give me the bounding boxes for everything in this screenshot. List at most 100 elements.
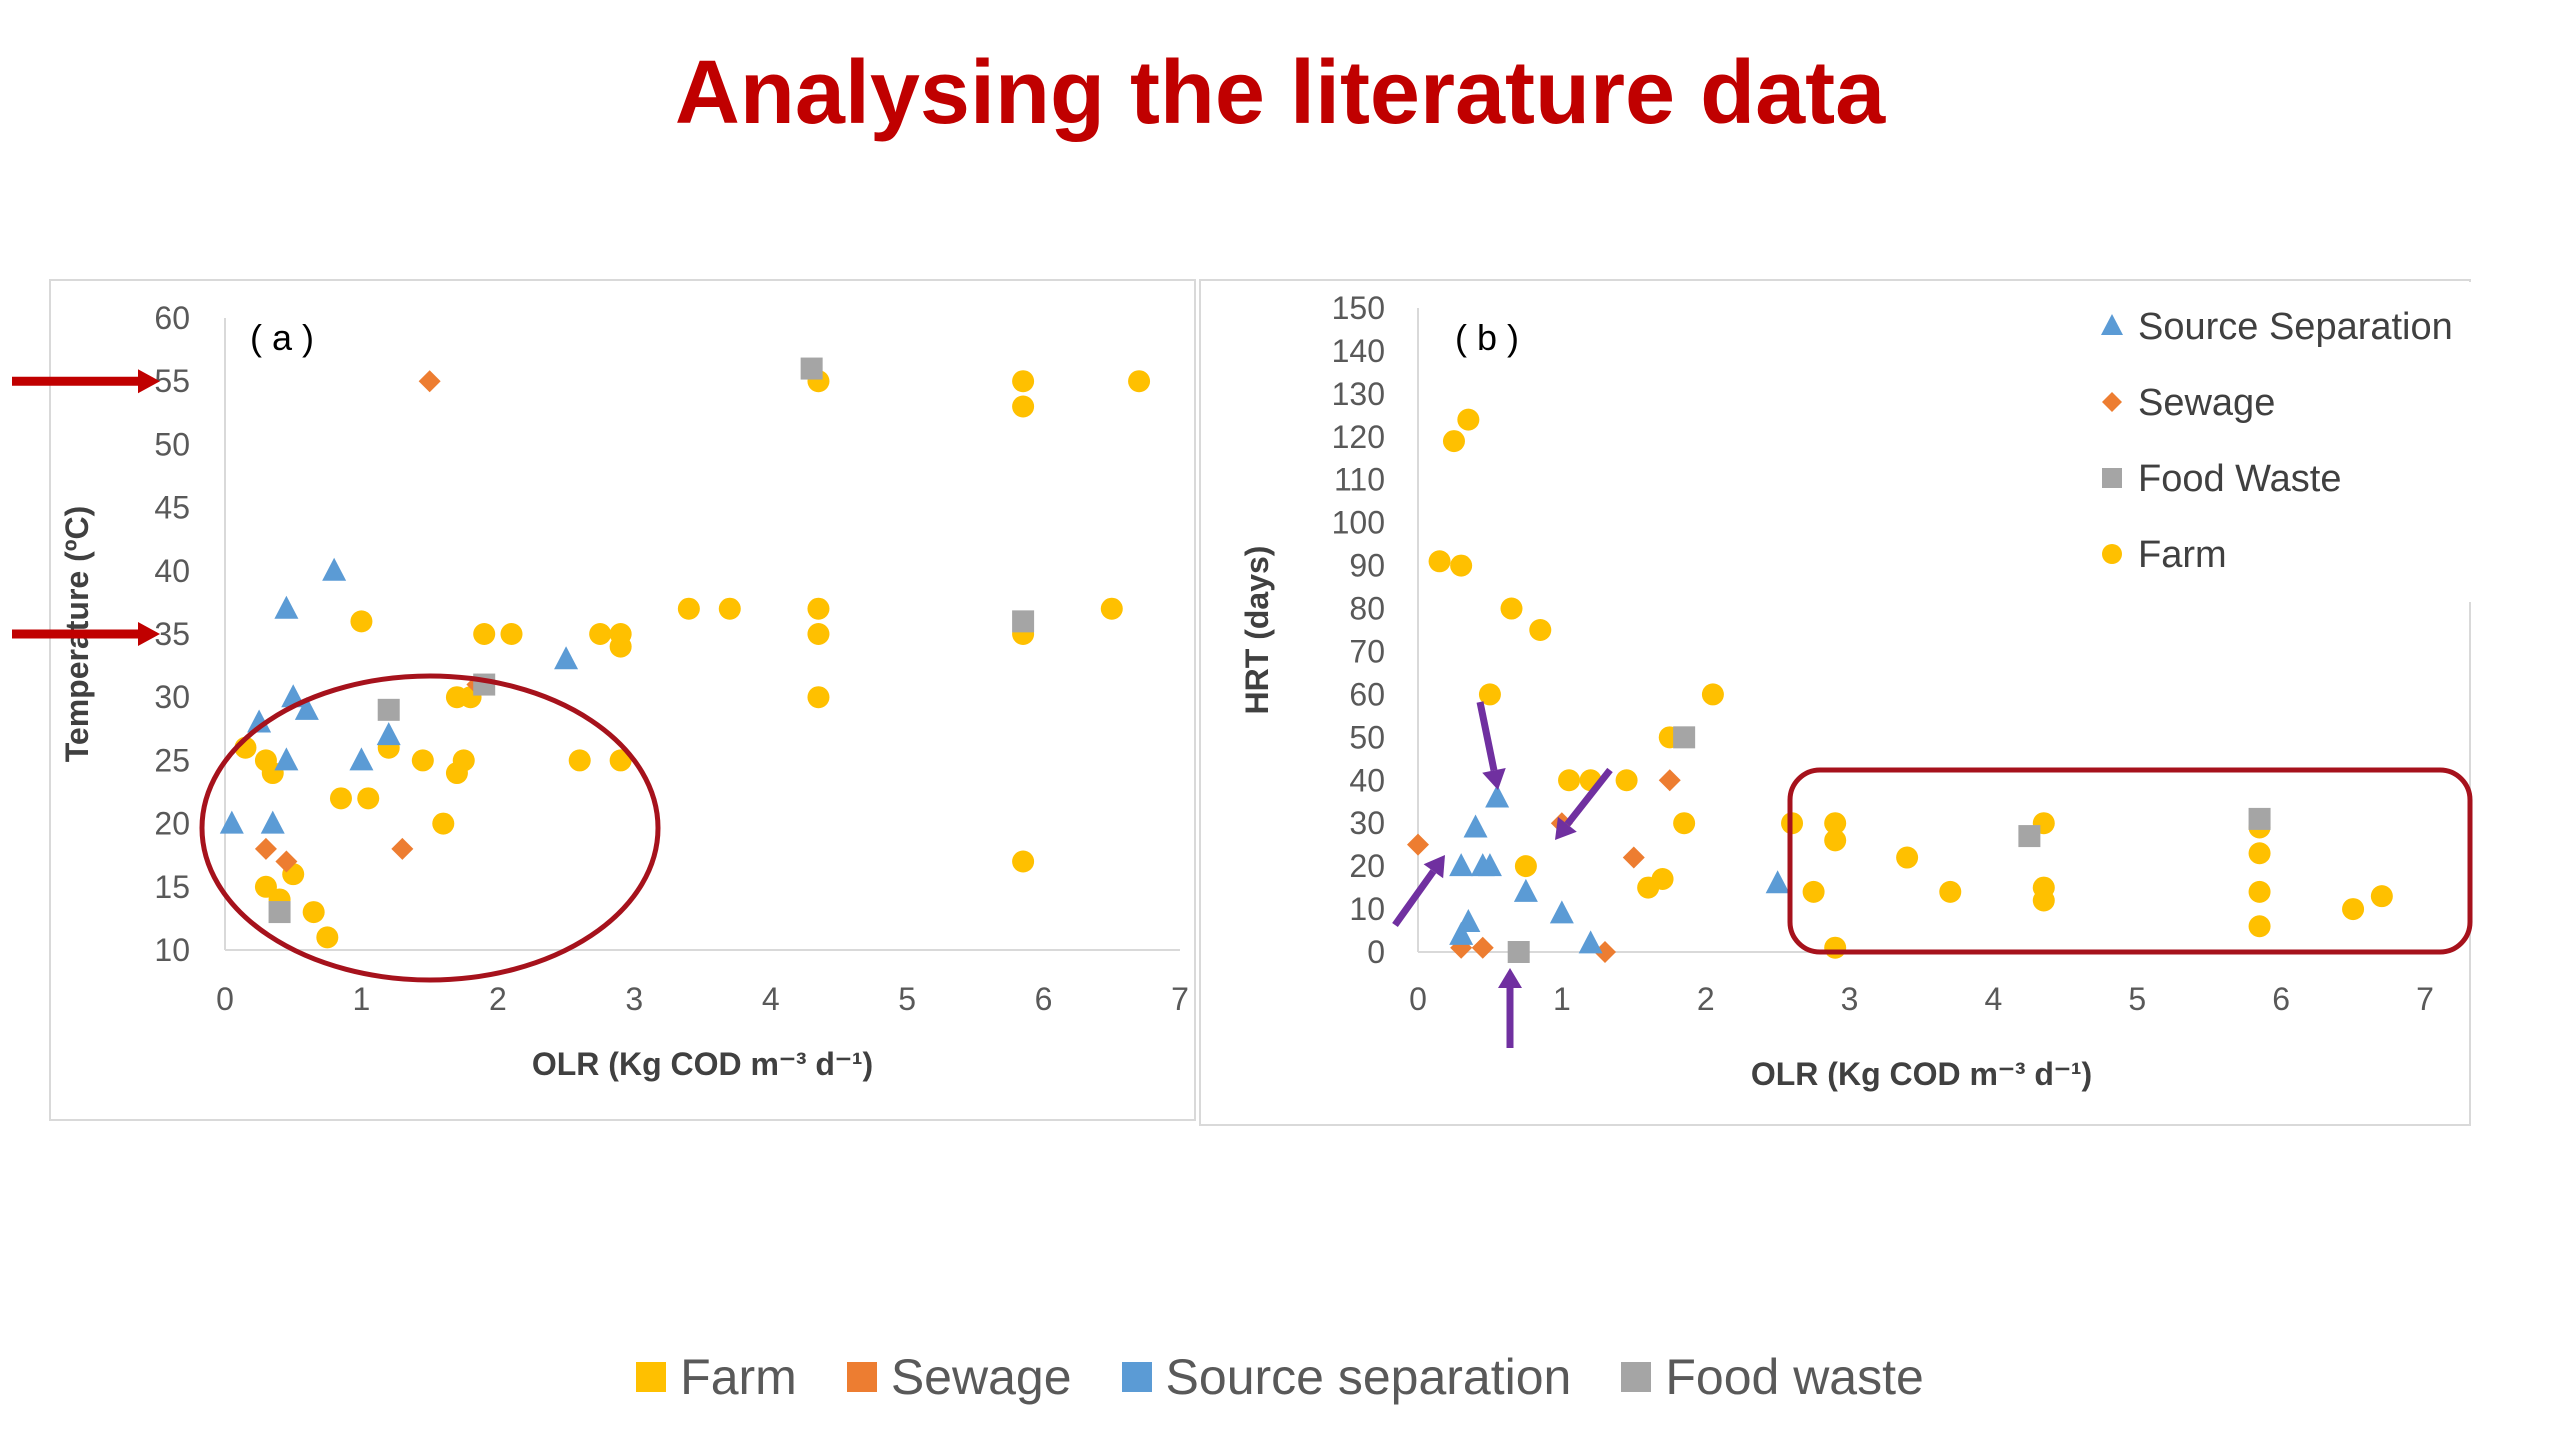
y-tick-label: 45 [154, 490, 190, 526]
point-food_waste [2248, 807, 2271, 830]
point-source_separation [1477, 853, 1502, 877]
purple-arrowhead [1498, 968, 1522, 988]
x-tick-label: 7 [1171, 981, 1189, 1017]
point-farm [1651, 868, 1674, 891]
y-tick-label: 120 [1332, 419, 1385, 455]
y-tick-label: 15 [154, 869, 190, 905]
point-farm [316, 926, 339, 949]
purple-arrowhead [1423, 855, 1445, 879]
point-farm [1558, 769, 1581, 792]
x-tick-label: 5 [2128, 981, 2146, 1017]
x-tick-label: 5 [898, 981, 916, 1017]
purple-arrowhead [1555, 816, 1577, 840]
legend-b-background [2060, 282, 2480, 602]
x-tick-label: 0 [1409, 981, 1427, 1017]
point-farm [589, 623, 612, 645]
point-farm [1100, 597, 1123, 620]
panel-label: ( b ) [1455, 317, 1519, 358]
legend-label-source_separation: Source Separation [2138, 306, 2453, 348]
point-farm [452, 749, 475, 772]
y-tick-label: 140 [1332, 333, 1385, 369]
point-farm [1939, 880, 1962, 903]
x-tick-label: 4 [1985, 981, 2003, 1017]
bottom-legend-label-farm: Farm [680, 1349, 797, 1405]
point-farm [677, 597, 700, 620]
point-farm [807, 686, 830, 709]
y-tick-label: 10 [1349, 891, 1385, 927]
point-farm [1802, 880, 1825, 903]
point-sewage [1471, 936, 1494, 959]
point-farm [1896, 846, 1919, 869]
point-food_waste [1012, 610, 1035, 633]
bottom-legend-label-sewage: Sewage [890, 1349, 1072, 1405]
point-source_separation [1449, 853, 1474, 877]
legend-marker-sewage [2102, 392, 2122, 412]
bottom-legend-label-food_waste: Food waste [1665, 1349, 1924, 1405]
bottom-legend-item-sewage: Sewage [846, 1348, 1072, 1406]
point-sewage [391, 837, 414, 860]
point-farm [2342, 898, 2365, 921]
point-source_separation [1463, 814, 1488, 838]
point-food_waste [377, 698, 400, 721]
bottom-legend-swatch-farm [636, 1362, 667, 1392]
purple-arrow [1564, 767, 1613, 827]
y-tick-label: 60 [1349, 676, 1385, 712]
purple-arrow [1476, 701, 1498, 772]
point-farm [1701, 683, 1724, 706]
x-tick-label: 4 [762, 981, 780, 1017]
point-sewage [1658, 769, 1681, 792]
y-tick-label: 110 [1334, 462, 1385, 498]
legend-marker-food_waste [2102, 468, 2122, 488]
x-tick-label: 3 [625, 981, 643, 1017]
point-source_separation [1549, 900, 1574, 924]
point-source_separation [1456, 908, 1481, 932]
point-farm [2248, 880, 2271, 903]
point-sewage [418, 370, 441, 393]
point-farm [1012, 395, 1035, 418]
point-farm [2248, 842, 2271, 865]
y-tick-label: 30 [154, 679, 190, 715]
x-axis-label: OLR (Kg COD m⁻³ d⁻¹) [532, 1046, 873, 1082]
page-title: Analysing the literature data [674, 43, 1886, 143]
chart-a-frame [49, 279, 1196, 1121]
bottom-legend-item-food_waste: Food waste [1621, 1348, 1924, 1406]
y-tick-label: 50 [1349, 719, 1385, 755]
bottom-legend-item-source_separation: Source separation [1121, 1348, 1571, 1406]
y-tick-label: 100 [1332, 505, 1385, 541]
point-farm [807, 623, 830, 645]
point-source_separation [554, 646, 579, 670]
x-tick-label: 3 [1841, 981, 1859, 1017]
point-farm [1514, 855, 1537, 878]
red-arrowhead [138, 369, 160, 394]
point-sewage [1407, 833, 1429, 856]
chart-b: 0 10 20 30 40 50 60 70 80 90 100 110 120 130 140 150 0 1 2… [1239, 290, 2434, 1092]
y-tick-label: 10 [154, 932, 190, 968]
legend-b: Source Separation Sewage Food Waste Farm [2060, 282, 2480, 602]
point-farm [807, 597, 830, 620]
point-food_waste [268, 901, 291, 924]
point-source_separation [1449, 921, 1474, 945]
point-sewage [1594, 941, 1617, 963]
point-farm [718, 597, 741, 620]
legend-label-food_waste: Food Waste [2138, 458, 2341, 500]
point-farm [1442, 430, 1465, 453]
legend-label-farm: Farm [2138, 534, 2227, 576]
point-source_separation [274, 747, 299, 771]
point-farm [1673, 812, 1696, 835]
point-source_separation [1513, 878, 1538, 902]
point-farm [1529, 619, 1552, 641]
y-tick-label: 35 [154, 616, 190, 652]
point-farm [1500, 597, 1523, 620]
bottom-legend-swatch-source_separation [1121, 1362, 1152, 1392]
point-source_separation [260, 810, 285, 834]
point-source_separation [322, 557, 347, 581]
y-tick-label: 70 [1349, 633, 1385, 669]
x-tick-label: 2 [489, 981, 507, 1017]
bottom-legend-swatch-food_waste [1621, 1362, 1652, 1392]
point-source_separation [294, 696, 319, 720]
point-source_separation [1578, 930, 1603, 954]
y-tick-label: 25 [154, 742, 190, 778]
point-farm [2248, 915, 2271, 938]
